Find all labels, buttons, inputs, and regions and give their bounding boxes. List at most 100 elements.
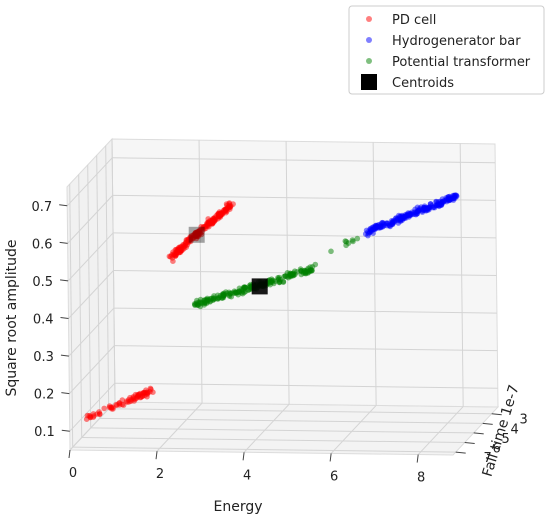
- grid-energy-floor: [156, 402, 203, 452]
- grid-lines: [66, 138, 498, 455]
- centroid-marker: [188, 226, 205, 243]
- z-tick-mark: [60, 354, 69, 357]
- point-pd-cell: [90, 414, 97, 421]
- point-potential-transformer: [345, 240, 352, 246]
- x-tick-mark: [329, 453, 332, 462]
- legend-entry-potential-transformer: Potential transformer: [366, 55, 531, 70]
- grid-amplitude-back: [114, 382, 498, 389]
- point-potential-transformer: [312, 261, 319, 268]
- x-tick-mark: [155, 451, 158, 460]
- point-potential-transformer: [267, 279, 274, 286]
- point-hydrogenerator-bar: [397, 213, 403, 220]
- legend-label-centroids: Centroids: [392, 76, 454, 91]
- y-tick-mark: [491, 413, 502, 416]
- x-tick-mark: [416, 454, 419, 463]
- grid-amplitude-side: [68, 345, 115, 394]
- point-potential-transformer: [211, 296, 218, 302]
- point-hydrogenerator-bar: [424, 205, 431, 212]
- z-tick-mark: [59, 241, 68, 244]
- x-tick-label: 0: [69, 466, 77, 481]
- point-pd-cell: [170, 249, 176, 255]
- point-hydrogenerator-bar: [367, 229, 373, 236]
- grid-amplitude-back: [113, 232, 497, 239]
- point-pd-cell: [135, 392, 141, 399]
- grid-energy-floor: [243, 403, 290, 453]
- x-tick-label: 4: [243, 468, 251, 483]
- legend-entry-hydrogenerator-bar: Hydrogenerator bar: [366, 34, 521, 49]
- point-potential-transformer: [280, 279, 287, 286]
- point-pd-cell: [101, 405, 107, 412]
- grid-energy-floor: [69, 401, 116, 451]
- z-tick-mark: [61, 392, 70, 395]
- point-hydrogenerator-bar: [436, 203, 442, 210]
- grid-amplitude-back: [112, 194, 496, 201]
- z-tick-label: 0.3: [33, 350, 54, 365]
- grid-amplitude-back: [113, 307, 497, 314]
- y-tick-mark: [455, 451, 466, 454]
- grid-energy-floor: [417, 406, 464, 455]
- grid-amplitude-side: [67, 195, 114, 244]
- grid-energy-floor: [330, 405, 377, 454]
- point-hydrogenerator-bar: [409, 211, 416, 218]
- point-potential-transformer: [282, 273, 289, 279]
- legend-marker-centroids: [361, 74, 377, 90]
- centroid-marker: [251, 278, 268, 295]
- point-potential-transformer: [239, 290, 246, 297]
- grid-amplitude-side: [68, 307, 115, 357]
- grid-falltime-floor: [108, 408, 492, 415]
- z-tick-label: 0.1: [34, 425, 55, 440]
- point-potential-transformer: [203, 300, 210, 307]
- grid-amplitude-back: [114, 345, 498, 352]
- point-pd-cell: [176, 248, 183, 254]
- legend: PD cell Hydrogenerator bar Potential tra…: [348, 5, 545, 95]
- grid-falltime-floor: [81, 437, 465, 444]
- point-pd-cell: [119, 401, 126, 408]
- y-tick-mark: [464, 442, 475, 445]
- point-hydrogenerator-bar: [446, 197, 453, 204]
- legend-frame: [348, 5, 545, 95]
- legend-marker-potential-transformer: [366, 58, 372, 64]
- point-potential-transformer: [234, 289, 240, 296]
- legend-entry-centroids: Centroids: [361, 74, 454, 91]
- point-potential-transformer: [195, 299, 202, 306]
- legend-label-pd-cell: PD cell: [392, 13, 436, 28]
- point-potential-transformer: [354, 235, 361, 242]
- x-tick-label: 6: [330, 469, 338, 484]
- grid-amplitude-side: [69, 382, 116, 432]
- point-pd-cell: [110, 406, 116, 412]
- z-tick-label: 0.7: [32, 200, 53, 215]
- legend-entry-pd-cell: PD cell: [366, 13, 436, 28]
- y-tick-mark: [473, 432, 484, 435]
- point-pd-cell: [96, 409, 102, 415]
- point-pd-cell: [209, 219, 215, 226]
- grid-amplitude-side: [67, 232, 114, 282]
- z-tick-label: 0.2: [34, 388, 55, 403]
- x-tick-label: 8: [417, 471, 425, 486]
- grid-amplitude-back: [112, 157, 496, 164]
- point-pd-cell: [190, 235, 196, 242]
- axis-panes: [66, 137, 500, 456]
- y-tick-label: 4: [511, 422, 519, 437]
- point-pd-cell: [181, 245, 187, 252]
- grid-amplitude-side: [68, 270, 114, 319]
- legend-label-potential-transformer: Potential transformer: [392, 55, 531, 70]
- point-potential-transformer: [236, 285, 243, 292]
- point-hydrogenerator-bar: [389, 221, 396, 228]
- x-axis-title: Energy: [213, 499, 262, 515]
- point-pd-cell: [194, 230, 200, 236]
- y-tick-label: 5: [502, 432, 510, 447]
- point-potential-transformer: [226, 293, 233, 299]
- point-potential-transformer: [350, 238, 356, 245]
- x-tick-mark: [68, 449, 71, 459]
- point-pd-cell: [143, 387, 149, 394]
- point-potential-transformer: [302, 270, 309, 277]
- z-tick-label: 0.6: [32, 237, 53, 252]
- point-hydrogenerator-bar: [429, 202, 436, 209]
- z-tick-mark: [59, 204, 68, 207]
- point-pd-cell: [223, 206, 229, 213]
- grid-falltime-floor: [99, 417, 483, 424]
- z-tick-label: 0.4: [33, 313, 54, 328]
- x-tick-label: 2: [156, 467, 164, 482]
